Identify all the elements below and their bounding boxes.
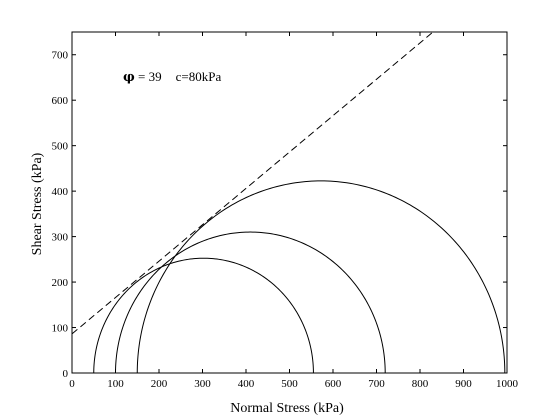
mohr-circle-3 [136,180,506,374]
y-tick-label: 0 [63,368,69,380]
cohesion-value: c=80kPa [176,69,222,84]
x-tick-label: 0 [69,378,75,390]
failure-envelope-line [71,31,434,335]
x-tick-label: 100 [107,378,124,390]
y-tick-label: 200 [52,277,69,289]
x-tick-label: 900 [455,378,472,390]
mohr-circle-2 [115,231,386,374]
y-tick-label: 100 [52,323,69,335]
failure-envelope-group [71,31,434,335]
x-tick-label: 500 [281,378,298,390]
x-tick-label: 1000 [496,378,519,390]
x-tick-label: 700 [368,378,385,390]
x-axis-label: Normal Stress (kPa) [230,401,344,416]
x-tick-label: 300 [194,378,211,390]
y-axis-label: Shear Stress (kPa) [30,152,45,255]
y-tick-label: 600 [52,95,69,107]
phi-symbol: φ [123,70,135,85]
mohr-circle-1 [93,257,314,374]
y-tick-label: 700 [52,50,69,62]
y-tick-label: 400 [52,186,69,198]
mohr-circles [93,180,506,374]
x-tick-label: 400 [238,378,255,390]
x-tick-label: 800 [412,378,429,390]
x-tick-label: 200 [151,378,168,390]
strength-parameters-annotation: φ = 39 c=80kPa [123,69,221,85]
y-tick-label: 300 [52,232,69,244]
x-tick-label: 600 [325,378,342,390]
y-tick-label: 500 [52,141,69,153]
axis-ticks: 0 100 200 300 400 500 600 700 800 900 1000 0 100 200 3… [52,32,519,390]
phi-value: = 39 [135,69,162,84]
